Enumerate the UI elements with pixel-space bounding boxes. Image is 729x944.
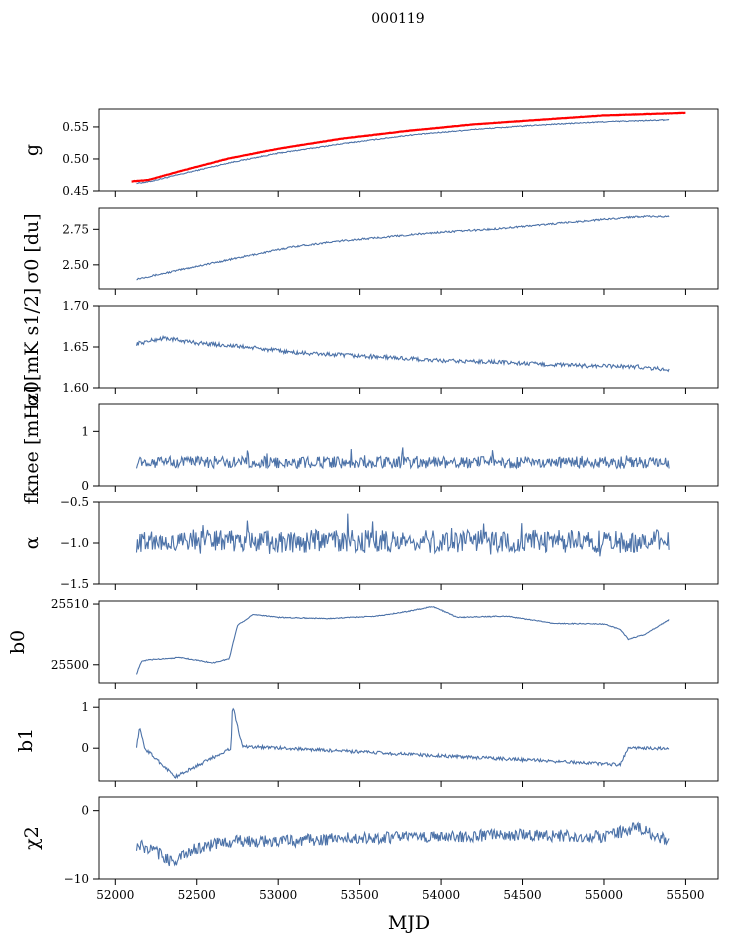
ytick-label-chi2-0: −10 bbox=[64, 872, 89, 886]
y-axis-label-chi2: χ2 bbox=[21, 826, 43, 850]
ytick-label-fknee-0: 0 bbox=[81, 479, 89, 493]
ytick-label-sigma0_du-1: 2.75 bbox=[62, 222, 89, 236]
series-line-g-0 bbox=[136, 118, 670, 185]
ytick-label-g-1: 0.50 bbox=[62, 152, 89, 166]
axes-frame-b0 bbox=[98, 600, 719, 684]
series-line-chi2-0 bbox=[135, 821, 670, 867]
ytick-label-sigma0_du-0: 2.50 bbox=[62, 258, 89, 272]
ytick-label-alpha-0: −1.5 bbox=[60, 577, 89, 591]
y-axis-label-b0: b0 bbox=[7, 630, 29, 654]
ytick-label-sigma0_mk-0: 1.60 bbox=[62, 381, 89, 395]
series-line-fknee-0 bbox=[135, 447, 670, 470]
y-axis-label-sigma0_mk: σ0[mK s1/2] bbox=[21, 288, 43, 406]
series-line-b1-0 bbox=[135, 707, 670, 780]
panel-chi2: −10 0 52000 52500 53000 53500 54000 54500 55000 5… bbox=[21, 796, 719, 902]
xtick-label-2: 53000 bbox=[259, 888, 297, 902]
series-line-alpha-0 bbox=[135, 513, 670, 557]
ytick-label-alpha-2: −0.5 bbox=[60, 495, 89, 509]
ytick-label-sigma0_mk-2: 1.70 bbox=[62, 299, 89, 313]
xtick-label-1: 52500 bbox=[178, 888, 216, 902]
panel-b0: 25500 25510 b0 bbox=[7, 597, 719, 689]
axes-frame-b1 bbox=[98, 698, 719, 782]
ytick-label-alpha-1: −1.0 bbox=[60, 536, 89, 550]
xtick-label-6: 55000 bbox=[585, 888, 623, 902]
axes-frame-sigma0_du bbox=[98, 207, 719, 290]
series-line-sigma0_du-0 bbox=[136, 214, 670, 281]
panel-b1: 0 1 b1 bbox=[15, 698, 719, 787]
ytick-label-g-0: 0.45 bbox=[62, 184, 89, 198]
axes-frame-sigma0_mk bbox=[98, 305, 719, 389]
panel-sigma0_du: 2.50 2.75 σ0 [du] bbox=[21, 207, 719, 295]
y-axis-label-b1: b1 bbox=[15, 728, 37, 752]
panels: 0.45 0.50 0.55 g 2.50 2.75 σ0 [du] 1.60 1.65 1.70… bbox=[7, 108, 719, 902]
figure-title: 000119 bbox=[371, 11, 424, 27]
xtick-label-4: 54000 bbox=[422, 888, 460, 902]
ytick-label-b0-1: 25510 bbox=[51, 597, 89, 611]
panel-g: 0.45 0.50 0.55 g bbox=[21, 108, 719, 198]
y-axis-label-sigma0_du: σ0 [du] bbox=[21, 213, 43, 283]
xtick-label-5: 54500 bbox=[503, 888, 541, 902]
ytick-label-b0-0: 25500 bbox=[51, 658, 89, 672]
ytick-label-g-2: 0.55 bbox=[62, 120, 89, 134]
ytick-label-b1-0: 0 bbox=[81, 741, 89, 755]
axes-frame-g bbox=[98, 108, 719, 192]
ytick-label-b1-1: 1 bbox=[81, 700, 89, 714]
ytick-label-chi2-1: 0 bbox=[81, 804, 89, 818]
ytick-label-fknee-1: 1 bbox=[81, 424, 89, 438]
xtick-label-7: 55500 bbox=[666, 888, 704, 902]
series-line-b0-0 bbox=[135, 606, 670, 675]
y-axis-label-g: g bbox=[21, 144, 43, 156]
axes-frame-chi2 bbox=[98, 796, 719, 880]
series-line-sigma0_mk-0 bbox=[135, 334, 670, 373]
panel-alpha: −1.5 −1.0 −0.5 α bbox=[21, 495, 719, 591]
y-axis-label-fknee: fknee [mHz] bbox=[21, 386, 43, 505]
ytick-label-sigma0_mk-1: 1.65 bbox=[62, 340, 89, 354]
y-axis-label-alpha: α bbox=[21, 536, 43, 549]
series-line-g-1 bbox=[131, 111, 686, 183]
axes-frame-fknee bbox=[98, 403, 719, 487]
xtick-label-3: 53500 bbox=[341, 888, 379, 902]
panel-sigma0_mk: 1.60 1.65 1.70 σ0[mK s1/2] bbox=[21, 288, 719, 406]
xtick-label-0: 52000 bbox=[96, 888, 134, 902]
x-axis-label: MJD bbox=[388, 912, 430, 934]
panel-fknee: 0 1 fknee [mHz] bbox=[21, 386, 719, 505]
